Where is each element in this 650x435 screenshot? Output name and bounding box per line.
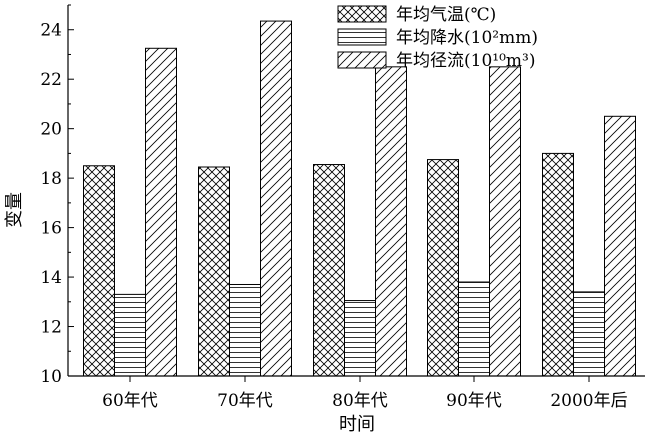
- y-axis-title: 变量: [4, 192, 25, 228]
- bar-0-2: [313, 164, 345, 377]
- legend-swatch-0: [337, 5, 387, 23]
- bar-0-0: [83, 165, 115, 377]
- bar-2-3: [489, 66, 521, 377]
- bar-1-3: [458, 281, 490, 377]
- x-tick-label: 80年代: [332, 391, 388, 411]
- bar-1-2: [344, 300, 376, 377]
- legend-label-0: 年均气温(℃): [396, 5, 496, 25]
- axes-group: 10 12 14 16 18 20 22 24 60年代 70年代 80年代 90年代 2000年后: [40, 4, 645, 411]
- bar-0-4: [542, 152, 574, 377]
- x-tick-label: 70年代: [217, 391, 273, 411]
- bar-0-3: [427, 159, 459, 377]
- legend-label-2: 年均径流(10¹⁰m³): [396, 51, 535, 71]
- bar-1-1: [229, 283, 261, 377]
- bar-1-4: [573, 291, 605, 377]
- x-tick-label: 60年代: [102, 391, 158, 411]
- legend-swatch-1: [337, 28, 387, 46]
- legend-swatch-2: [337, 51, 387, 69]
- legend: 年均气温(℃) 年均降水(10²mm) 年均径流(10¹⁰m³): [337, 5, 538, 71]
- bars-group: [83, 20, 636, 377]
- x-tick-label: 2000年后: [550, 391, 627, 411]
- bar-2-0: [145, 47, 177, 377]
- bar-0-1: [198, 166, 230, 377]
- bar-2-2: [375, 66, 407, 377]
- y-tick-label: 14: [40, 268, 62, 288]
- y-tick-label: 20: [40, 120, 62, 140]
- x-tick-label: 90年代: [446, 391, 502, 411]
- y-tick-label: 16: [40, 219, 62, 239]
- y-tick-label: 24: [40, 21, 62, 41]
- bar-2-1: [260, 20, 292, 377]
- y-tick-label: 22: [40, 70, 62, 90]
- y-tick-label: 12: [40, 318, 62, 338]
- bar-1-0: [114, 293, 146, 377]
- y-tick-label: 10: [40, 367, 62, 387]
- legend-label-1: 年均降水(10²mm): [396, 28, 538, 48]
- bar-2-4: [604, 115, 636, 377]
- x-axis-title: 时间: [339, 414, 375, 435]
- y-tick-label: 18: [40, 169, 62, 189]
